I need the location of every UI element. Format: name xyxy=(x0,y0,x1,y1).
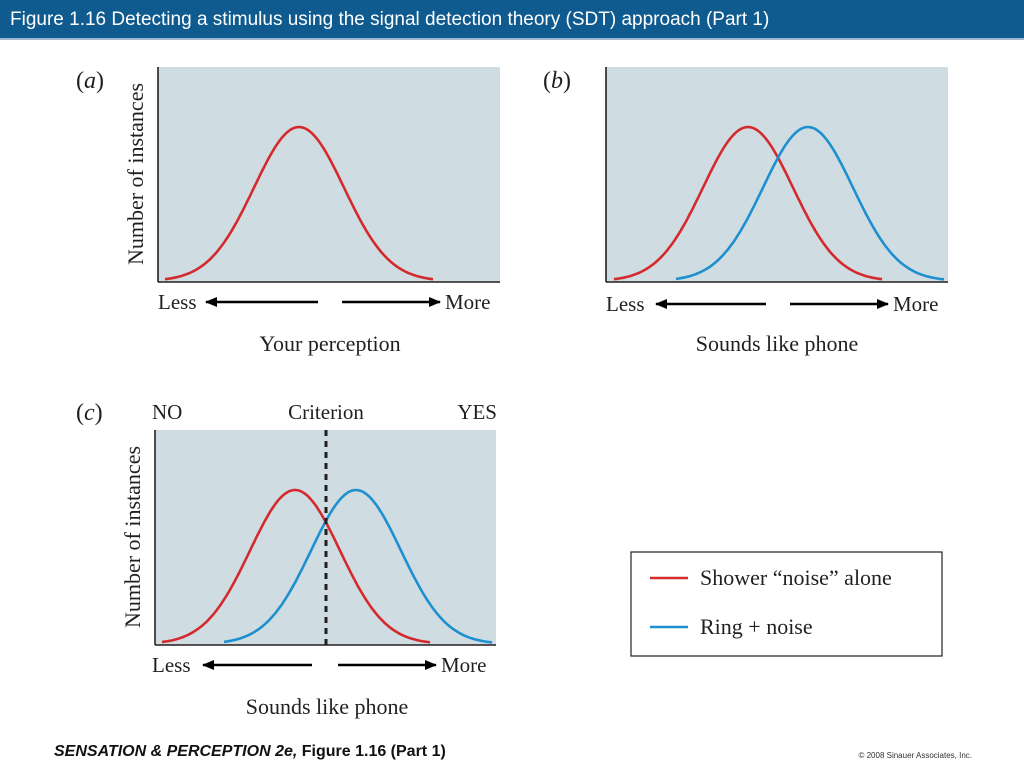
panel-c-criterion-label: Criterion xyxy=(288,400,364,424)
legend-noise-label: Shower “noise” alone xyxy=(700,565,892,590)
legend-box xyxy=(630,551,943,657)
panel-b-less-label: Less xyxy=(606,292,645,316)
panel-c-yes-label: YES xyxy=(457,400,497,424)
panel-a-less-label: Less xyxy=(158,290,197,314)
footer-book-title: SENSATION & PERCEPTION 2e, xyxy=(54,743,298,760)
panel-c-plot-area xyxy=(155,430,496,645)
footer-copyright: © 2008 Sinauer Associates, Inc. xyxy=(858,751,972,760)
panel-a: (a) Number of instances Less More Your p… xyxy=(76,67,500,356)
panel-c-ylabel: Number of instances xyxy=(120,446,145,628)
legend: Shower “noise” alone Ring + noise xyxy=(630,551,943,657)
panel-a-xlabel: Your perception xyxy=(259,331,400,356)
panel-b-letter: (b) xyxy=(543,68,571,94)
footer-figure-ref: Figure 1.16 (Part 1) xyxy=(297,743,446,760)
title-bar: Figure 1.16 Detecting a stimulus using t… xyxy=(0,0,1024,40)
figure: (a) Number of instances Less More Your p… xyxy=(76,67,948,719)
panel-c-xlabel: Sounds like phone xyxy=(246,694,409,719)
panel-b-xlabel: Sounds like phone xyxy=(696,331,859,356)
panel-a-plot-area xyxy=(158,67,500,282)
panel-c: (c) NO Criterion YES Number of instances… xyxy=(76,400,497,719)
slide-title: Figure 1.16 Detecting a stimulus using t… xyxy=(10,9,770,30)
panel-c-noise-curve xyxy=(161,488,431,644)
panel-b: (b) Less More Sounds like phone xyxy=(543,67,948,356)
panel-c-no-label: NO xyxy=(152,400,182,424)
panel-b-plot-area xyxy=(606,67,948,282)
panel-b-more-label: More xyxy=(893,292,939,316)
panel-a-more-label: More xyxy=(445,290,491,314)
panel-c-signal-curve xyxy=(223,488,493,644)
panel-a-ylabel: Number of instances xyxy=(123,83,148,265)
panel-a-noise-curve xyxy=(164,125,434,281)
panel-b-noise-curve xyxy=(613,125,883,281)
legend-signal-label: Ring + noise xyxy=(700,614,813,639)
panel-c-more-label: More xyxy=(441,653,487,677)
footer-book-credit: SENSATION & PERCEPTION 2e, Figure 1.16 (… xyxy=(54,743,446,761)
panel-b-signal-curve xyxy=(675,125,945,281)
panel-a-letter: (a) xyxy=(76,68,104,94)
panel-c-letter: (c) xyxy=(76,400,103,426)
panel-c-less-label: Less xyxy=(152,653,191,677)
